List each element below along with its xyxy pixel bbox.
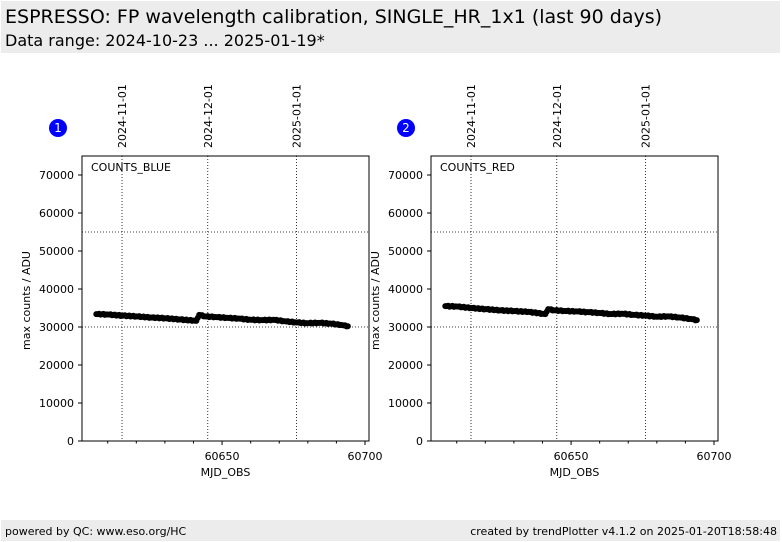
y-tick-label: 0	[67, 435, 74, 448]
plot-panel-2: 2 2024-11-01 2024-12-01 2025-01-01 0 10000 200…	[369, 84, 731, 479]
plot-frame	[81, 155, 370, 442]
plot-panel-1: 1 2024-11-01 2024-12-01 2025-01-01 0 10000 200…	[20, 84, 382, 479]
header: ESPRESSO: FP wavelength calibration, SIN…	[1, 1, 780, 53]
y-axis-label: max counts / ADU	[20, 251, 33, 350]
x-tick-label: 60650	[205, 450, 240, 463]
y-tick-label: 30000	[39, 321, 74, 334]
y-tick-label: 40000	[388, 283, 423, 296]
plot-frame	[430, 155, 719, 442]
y-tick-label: 20000	[39, 359, 74, 372]
y-tick-label: 10000	[388, 397, 423, 410]
panel-label: COUNTS_BLUE	[91, 161, 171, 174]
y-tick-label: 60000	[388, 207, 423, 220]
y-tick-label: 30000	[388, 321, 423, 334]
created-by: created by trendPlotter v4.1.2 on 2025-0…	[470, 525, 777, 538]
y-tick-label: 20000	[388, 359, 423, 372]
y-tick-label: 70000	[388, 169, 423, 182]
y-tick-label: 50000	[388, 245, 423, 258]
date-label: 2024-11-01	[116, 84, 129, 148]
date-label: 2025-01-01	[639, 84, 652, 148]
date-label: 2024-12-01	[551, 84, 564, 148]
date-label: 2024-12-01	[202, 84, 215, 148]
x-tick-label: 60650	[554, 450, 589, 463]
panel-badge	[49, 119, 67, 137]
x-axis-label: MJD_OBS	[550, 466, 600, 479]
date-label: 2025-01-01	[290, 84, 303, 148]
y-axis-label: max counts / ADU	[369, 251, 382, 350]
panel-badge	[397, 119, 415, 137]
y-tick-label: 0	[416, 435, 423, 448]
data-range: Data range: 2024-10-23 ... 2025-01-19*	[5, 31, 325, 50]
y-tick-label: 70000	[39, 169, 74, 182]
x-tick-label: 60700	[347, 450, 382, 463]
data-point	[344, 323, 351, 330]
date-label: 2024-11-01	[465, 84, 478, 148]
y-tick-label: 40000	[39, 283, 74, 296]
y-tick-label: 60000	[39, 207, 74, 220]
data-point	[693, 317, 700, 324]
y-tick-label: 10000	[39, 397, 74, 410]
series-counts-red	[442, 302, 700, 324]
x-axis-label: MJD_OBS	[201, 466, 251, 479]
powered-by: powered by QC: www.eso.org/HC	[5, 525, 187, 538]
panel-badge-label: 2	[402, 121, 410, 135]
series-counts-blue	[93, 310, 351, 330]
panel-label: COUNTS_RED	[440, 161, 515, 174]
y-tick-label: 50000	[39, 245, 74, 258]
x-tick-label: 60700	[696, 450, 731, 463]
footer: powered by QC: www.eso.org/HC created by…	[1, 520, 780, 541]
panel-badge-label: 1	[54, 121, 62, 135]
page-title: ESPRESSO: FP wavelength calibration, SIN…	[5, 6, 663, 28]
